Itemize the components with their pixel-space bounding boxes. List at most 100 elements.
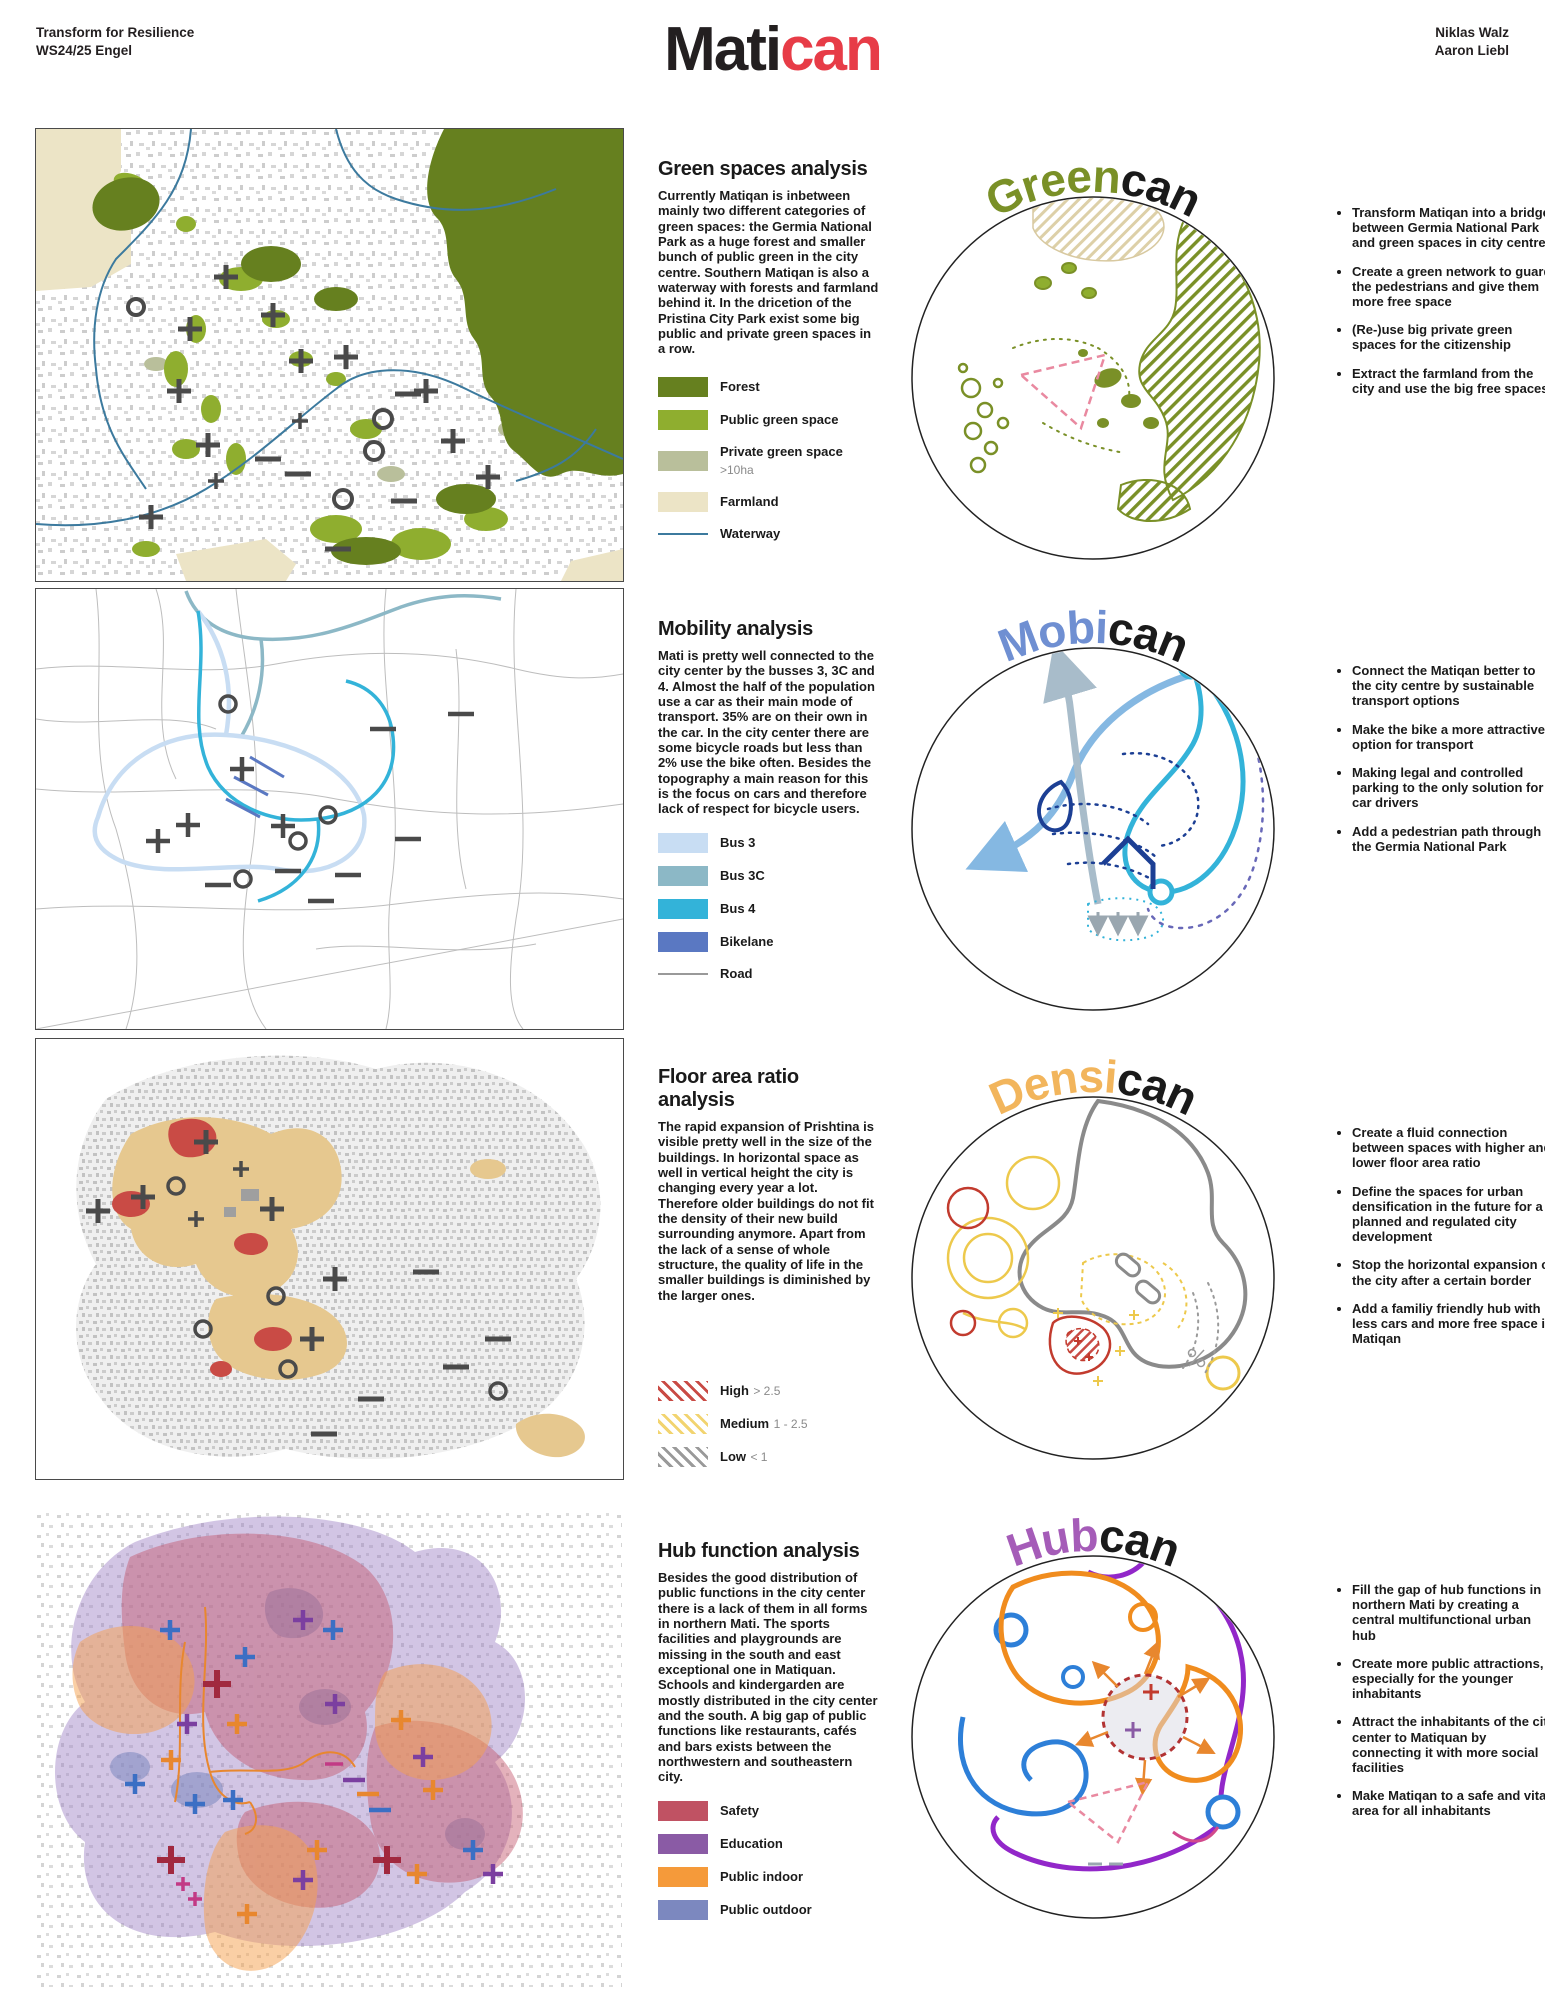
map-symbols bbox=[126, 265, 500, 552]
legend-suffix: < 1 bbox=[750, 1449, 768, 1464]
focus-triangle bbox=[1018, 353, 1107, 431]
legend-label: Bus 4 bbox=[720, 900, 756, 916]
bus-3c-route bbox=[184, 590, 502, 738]
greencan-content bbox=[957, 198, 1261, 522]
legend-item-bikelane: Bikelane bbox=[658, 931, 880, 952]
education-swatch bbox=[658, 1833, 708, 1854]
bullet: Stop the horizontal expansion of the cit… bbox=[1352, 1257, 1545, 1287]
poster-title-black: Mati bbox=[664, 15, 782, 84]
legend-item-public-outdoor: Public outdoor bbox=[658, 1899, 880, 1920]
mobican-circle bbox=[911, 647, 1275, 1011]
mobican-diagram: Mobican bbox=[911, 601, 1275, 1011]
legend-label: Medium bbox=[720, 1415, 770, 1431]
central-hub-circle bbox=[1101, 1673, 1189, 1761]
bullet: Add a pedestrian path through the Germia… bbox=[1352, 824, 1545, 854]
bullet: Extract the farmland from the city and u… bbox=[1352, 366, 1545, 396]
bullet: Create a fluid connection between spaces… bbox=[1352, 1125, 1545, 1171]
legend-label: Private green space bbox=[720, 443, 843, 459]
densican-content bbox=[946, 1098, 1248, 1391]
mobility-legend: Bus 3 Bus 3C Bus 4 Bikelane Road bbox=[658, 832, 880, 983]
mobility-map bbox=[35, 588, 624, 1030]
legend-label: Road bbox=[720, 965, 753, 981]
mobility-body: Mati is pretty well connected to the cit… bbox=[658, 648, 875, 817]
legend-item-low: Low < 1 bbox=[658, 1446, 880, 1467]
bullet: Create a green network to guard the pede… bbox=[1352, 264, 1545, 310]
bullet: (Re-)use big private green spaces for th… bbox=[1352, 322, 1545, 352]
legend-item-public-green: Public green space bbox=[658, 409, 880, 430]
legend-item-bus3c: Bus 3C bbox=[658, 865, 880, 886]
mobility-heading: Mobility analysis bbox=[658, 618, 813, 640]
legend-item-farmland: Farmland bbox=[658, 491, 880, 512]
legend-label: High bbox=[720, 1382, 749, 1398]
legend-item-private-green: Private green space >10ha bbox=[658, 443, 880, 479]
bus3-swatch bbox=[658, 832, 708, 853]
green-text-column: Green spaces analysis Currently Matiqan … bbox=[658, 158, 880, 543]
map-symbols bbox=[146, 694, 474, 904]
greencan-diagram: Greencan bbox=[911, 150, 1275, 560]
legend-label: Forest bbox=[720, 378, 760, 394]
safety-swatch bbox=[658, 1800, 708, 1821]
farmland-swatch bbox=[658, 491, 708, 512]
legend-item-waterway: Waterway bbox=[658, 525, 880, 543]
far-text-column: Floor area ratio analysis The rapid expa… bbox=[658, 1066, 880, 1467]
legend-label: Waterway bbox=[720, 525, 781, 541]
bikelane-swatch bbox=[658, 931, 708, 952]
legend-item-medium: Medium 1 - 2.5 bbox=[658, 1413, 880, 1434]
legend-label: Public indoor bbox=[720, 1868, 804, 1884]
header-project-info: Transform for Resilience WS24/25 Engel bbox=[36, 24, 194, 60]
legend-label: Safety bbox=[720, 1802, 760, 1818]
densican-circle bbox=[911, 1096, 1275, 1460]
waterway-swatch bbox=[658, 532, 708, 535]
legend-label: Bikelane bbox=[720, 933, 774, 949]
education-area bbox=[55, 1516, 525, 1947]
bullet: Add a familiy friendly hub with less car… bbox=[1352, 1301, 1545, 1347]
legend-label: Bus 3 bbox=[720, 834, 756, 850]
hub-body: Besides the good distribution of public … bbox=[658, 1570, 878, 1785]
legend-label: Farmland bbox=[720, 493, 779, 509]
green-body: Currently Matiqan is inbetween mainly tw… bbox=[658, 188, 879, 357]
public-outdoor-areas bbox=[110, 1588, 485, 1850]
legend-item-bus3: Bus 3 bbox=[658, 832, 880, 853]
legend-item-bus4: Bus 4 bbox=[658, 898, 880, 919]
project-title: Transform for Resilience bbox=[36, 25, 195, 40]
public-outdoor-swatch bbox=[658, 1899, 708, 1920]
public-indoor-swatch bbox=[658, 1866, 708, 1887]
author-1: Niklas Walz bbox=[1435, 25, 1509, 40]
far-body: The rapid expansion of Prishtina is visi… bbox=[658, 1119, 874, 1303]
floor-area-ratio-map bbox=[35, 1038, 624, 1480]
course-label: WS24/25 Engel bbox=[36, 43, 133, 59]
hub-symbols bbox=[125, 1610, 503, 1924]
bullet: Define the spaces for urban densificatio… bbox=[1352, 1184, 1545, 1245]
bikelanes bbox=[225, 755, 285, 819]
map-symbols bbox=[86, 1130, 511, 1437]
legend-item-forest: Forest bbox=[658, 376, 880, 397]
forest-areas bbox=[92, 129, 623, 565]
bullet: Connect the Matiqan better to the city c… bbox=[1352, 663, 1545, 709]
legend-item-road: Road bbox=[658, 965, 880, 983]
legend-item-safety: Safety bbox=[658, 1800, 880, 1821]
bus-3-route bbox=[92, 609, 367, 874]
far-legend: High > 2.5 Medium 1 - 2.5 Low < 1 bbox=[658, 1380, 880, 1467]
green-legend: Forest Public green space Private green … bbox=[658, 376, 880, 543]
poster-title-red: can bbox=[780, 15, 883, 84]
green-heading: Green spaces analysis bbox=[658, 158, 868, 180]
legend-label: Public outdoor bbox=[720, 1901, 812, 1917]
forest-swatch bbox=[658, 376, 708, 397]
hub-function-map bbox=[35, 1512, 622, 1987]
city-texture bbox=[35, 1512, 622, 1987]
bullet: Making legal and controlled parking to t… bbox=[1352, 765, 1545, 811]
bus3c-swatch bbox=[658, 865, 708, 886]
private-green-swatch bbox=[658, 450, 708, 471]
bullet: Make Matiqan to a safe and vital area fo… bbox=[1352, 1788, 1545, 1818]
hubcan-content bbox=[957, 1557, 1246, 1872]
public-indoor-areas bbox=[72, 1625, 492, 1971]
road-swatch bbox=[658, 972, 708, 975]
bus-4-route bbox=[196, 610, 396, 903]
bullet: Create more public attractions, especial… bbox=[1352, 1656, 1545, 1702]
hubcan-diagram: Hubcan bbox=[911, 1509, 1275, 1919]
legend-suffix: 1 - 2.5 bbox=[773, 1416, 808, 1431]
far-heading: Floor area ratio analysis bbox=[658, 1066, 799, 1111]
medium-far-swatch bbox=[658, 1413, 708, 1434]
low-far-swatch bbox=[658, 1446, 708, 1467]
hub-text-column: Hub function analysis Besides the good d… bbox=[658, 1540, 880, 1920]
